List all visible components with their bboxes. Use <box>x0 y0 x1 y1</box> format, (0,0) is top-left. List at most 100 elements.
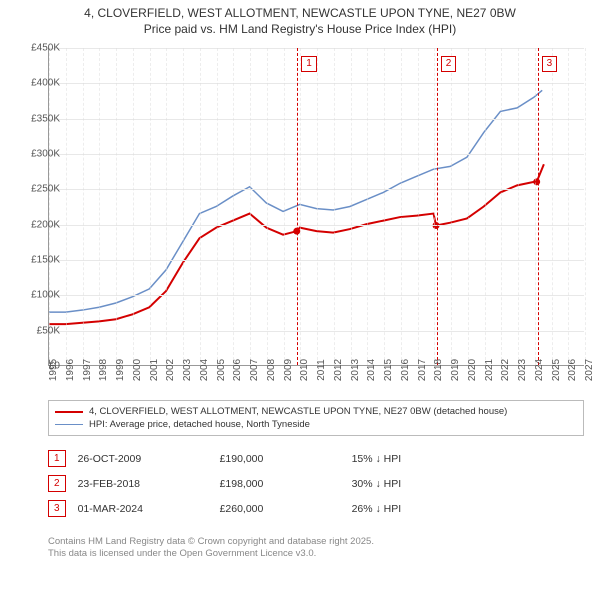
x-gridline <box>468 48 469 365</box>
footer-line-2: This data is licensed under the Open Gov… <box>48 548 584 560</box>
sales-idx-box: 1 <box>48 450 66 467</box>
legend-box: 4, CLOVERFIELD, WEST ALLOTMENT, NEWCASTL… <box>48 400 584 436</box>
chart-plot-area: 1 2 3 <box>48 48 584 366</box>
sales-table: 1 26-OCT-2009 £190,000 15% ↓ HPI 2 23-FEB-201… <box>48 446 584 521</box>
x-tick-label: 2007 <box>249 359 260 381</box>
x-tick-label: 2003 <box>182 359 193 381</box>
x-tick-label: 2005 <box>216 359 227 381</box>
legend-row-subject: 4, CLOVERFIELD, WEST ALLOTMENT, NEWCASTL… <box>55 405 577 418</box>
x-gridline <box>166 48 167 365</box>
sale-marker-box: 3 <box>542 56 558 72</box>
footer-attribution: Contains HM Land Registry data © Crown c… <box>48 536 584 561</box>
x-tick-label: 2014 <box>366 359 377 381</box>
x-gridline <box>66 48 67 365</box>
x-tick-label: 2004 <box>199 359 210 381</box>
sales-price: £198,000 <box>220 478 340 490</box>
x-gridline <box>300 48 301 365</box>
x-tick-label: 2006 <box>232 359 243 381</box>
sales-diff: 30% ↓ HPI <box>352 478 472 490</box>
x-tick-label: 1999 <box>115 359 126 381</box>
sale-marker-line <box>437 48 438 365</box>
x-gridline <box>317 48 318 365</box>
y-tick-label: £150K <box>16 255 60 266</box>
x-tick-label: 1998 <box>98 359 109 381</box>
x-gridline <box>568 48 569 365</box>
x-tick-label: 2025 <box>551 359 562 381</box>
x-gridline <box>233 48 234 365</box>
x-gridline <box>217 48 218 365</box>
x-tick-label: 2023 <box>517 359 528 381</box>
x-tick-label: 2021 <box>484 359 495 381</box>
x-tick-label: 2002 <box>165 359 176 381</box>
sale-marker-line <box>297 48 298 365</box>
sales-diff: 26% ↓ HPI <box>352 503 472 515</box>
x-tick-label: 2020 <box>467 359 478 381</box>
x-gridline <box>200 48 201 365</box>
y-tick-label: £200K <box>16 219 60 230</box>
x-gridline <box>133 48 134 365</box>
sales-date: 26-OCT-2009 <box>78 453 208 465</box>
sales-row: 3 01-MAR-2024 £260,000 26% ↓ HPI <box>48 496 584 521</box>
x-tick-label: 2009 <box>283 359 294 381</box>
x-tick-label: 2008 <box>266 359 277 381</box>
sale-marker-box: 1 <box>301 56 317 72</box>
sales-date: 23-FEB-2018 <box>78 478 208 490</box>
x-tick-label: 2017 <box>417 359 428 381</box>
x-gridline <box>451 48 452 365</box>
sales-idx-box: 3 <box>48 500 66 517</box>
x-tick-label: 1997 <box>82 359 93 381</box>
x-gridline <box>250 48 251 365</box>
x-gridline <box>552 48 553 365</box>
sale-marker-line <box>538 48 539 365</box>
x-gridline <box>99 48 100 365</box>
x-gridline <box>367 48 368 365</box>
sales-price: £190,000 <box>220 453 340 465</box>
x-tick-label: 2015 <box>383 359 394 381</box>
y-tick-label: £100K <box>16 290 60 301</box>
x-tick-label: 2012 <box>333 359 344 381</box>
x-tick-label: 2027 <box>584 359 595 381</box>
x-tick-label: 2013 <box>350 359 361 381</box>
x-tick-label: 2026 <box>567 359 578 381</box>
sales-idx-box: 2 <box>48 475 66 492</box>
sales-diff: 15% ↓ HPI <box>352 453 472 465</box>
sales-row: 1 26-OCT-2009 £190,000 15% ↓ HPI <box>48 446 584 471</box>
sales-date: 01-MAR-2024 <box>78 503 208 515</box>
x-gridline <box>518 48 519 365</box>
legend-label-hpi: HPI: Average price, detached house, Nort… <box>89 419 310 430</box>
sale-marker-box: 2 <box>441 56 457 72</box>
x-gridline <box>401 48 402 365</box>
x-gridline <box>116 48 117 365</box>
x-gridline <box>351 48 352 365</box>
x-gridline <box>485 48 486 365</box>
x-tick-label: 2010 <box>299 359 310 381</box>
x-tick-label: 2022 <box>500 359 511 381</box>
x-tick-label: 2016 <box>400 359 411 381</box>
x-tick-label: 2018 <box>433 359 444 381</box>
x-gridline <box>183 48 184 365</box>
x-gridline <box>334 48 335 365</box>
x-gridline <box>267 48 268 365</box>
y-tick-label: £50K <box>16 325 60 336</box>
legend-swatch-subject <box>55 411 83 413</box>
x-gridline <box>585 48 586 365</box>
sales-price: £260,000 <box>220 503 340 515</box>
x-tick-label: 2019 <box>450 359 461 381</box>
x-gridline <box>384 48 385 365</box>
legend-label-subject: 4, CLOVERFIELD, WEST ALLOTMENT, NEWCASTL… <box>89 406 507 417</box>
x-gridline <box>284 48 285 365</box>
x-gridline <box>501 48 502 365</box>
x-gridline <box>535 48 536 365</box>
x-gridline <box>49 48 50 365</box>
x-tick-label: 2011 <box>316 359 327 381</box>
legend-row-hpi: HPI: Average price, detached house, Nort… <box>55 418 577 431</box>
legend-swatch-hpi <box>55 424 83 425</box>
y-tick-label: £350K <box>16 113 60 124</box>
x-tick-label: 2024 <box>534 359 545 381</box>
y-tick-label: £300K <box>16 149 60 160</box>
x-gridline <box>83 48 84 365</box>
x-gridline <box>418 48 419 365</box>
y-tick-label: £250K <box>16 184 60 195</box>
footer-line-1: Contains HM Land Registry data © Crown c… <box>48 536 584 548</box>
title-line-1: 4, CLOVERFIELD, WEST ALLOTMENT, NEWCASTL… <box>10 6 590 22</box>
